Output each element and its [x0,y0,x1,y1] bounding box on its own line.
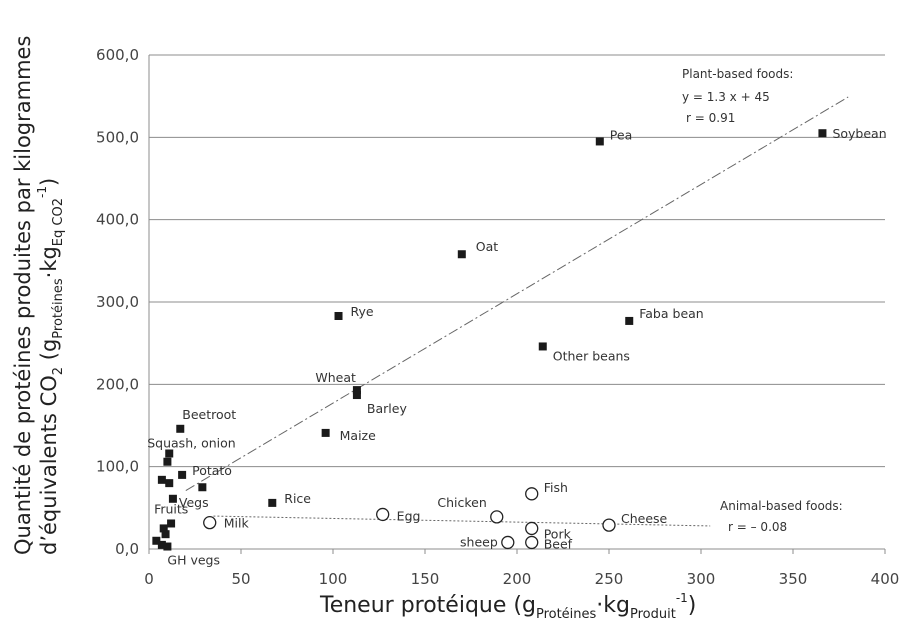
animal-point-marker [490,510,504,524]
y-tick-label: 400,0 [96,211,139,229]
x-tick-label: 350 [779,570,808,588]
gridlines [149,54,885,468]
point-label: Egg [397,508,421,523]
y-tick-label: 200,0 [96,375,139,393]
plant-point-marker [168,494,177,503]
axes [148,55,886,554]
y-tick-label: 100,0 [96,458,139,476]
plant-point-marker [163,542,172,551]
plant-point-marker [165,449,174,458]
plant-annotation: Plant-based foods: y = 1.3 x + 45 r = 0.… [682,67,793,125]
point-label: Chicken [437,495,486,510]
point-label: Milk [224,516,250,531]
plant-point-marker [818,129,827,138]
y-tick-label: 0,0 [115,540,139,558]
point-label: Squash, onion [147,435,235,450]
y-tick-label: 600,0 [96,46,139,64]
plant-point-marker [178,470,187,479]
x-tick-label: 200 [503,570,532,588]
animal-point-marker [376,507,390,522]
plant-annotation-title: Plant-based foods: [682,67,793,81]
animal-annotation-r: r = – 0.08 [728,520,787,534]
plant-point-marker [152,536,161,545]
plant-point-marker [167,519,176,528]
y-axis-label-line2: d’équivalents CO2 (gProtéines·kgEq CO2-1… [35,178,66,555]
y-axis-label: Quantité de protéines produites par kilo… [11,36,66,555]
point-label: Potato [192,463,232,478]
point-label: Rye [351,304,374,319]
data-points [152,129,827,551]
x-tick-label: 250 [595,570,624,588]
point-label: Soybean [832,126,886,141]
y-tick-label: 500,0 [96,128,139,146]
point-label: Faba bean [639,306,703,321]
plant-point-marker [595,137,604,146]
plant-point-marker [198,483,207,492]
point-label: Rice [284,491,311,506]
plant-point-marker [176,424,185,433]
y-tick-label: 300,0 [96,293,139,311]
y-axis-label-line1: Quantité de protéines produites par kilo… [11,36,35,555]
plant-annotation-r: r = 0.91 [686,111,735,125]
plant-point-marker [157,540,166,549]
plant-point-marker [625,316,634,325]
point-label: Oat [476,239,498,254]
animal-point-marker [203,516,217,530]
animal-point-marker [602,518,616,532]
point-labels: Soybean Pea Oat Faba bean Rye Other beans Whea… [147,126,886,567]
point-label: Beetroot [182,407,236,422]
point-label: Pea [610,127,632,142]
x-tick-label: 300 [687,570,716,588]
point-label: Other beans [553,348,630,363]
plant-point-marker [321,428,330,437]
x-axis-label: Teneur protéique (gProtéines·kgProduit-1… [319,591,696,622]
plant-point-marker [538,342,547,351]
point-label: Fish [544,480,568,495]
plant-point-marker [159,524,168,533]
y-tick-labels: 0,0 100,0 200,0 300,0 400,0 500,0 600,0 [96,46,139,558]
plant-point-marker [352,386,361,395]
animal-point-marker [525,521,539,536]
animal-annotation: Animal-based foods: r = – 0.08 [720,499,843,534]
plant-point-marker [163,457,172,466]
plant-trendline [185,96,849,491]
plant-point-marker [457,250,466,259]
animal-point-marker [501,535,515,550]
plant-point-marker [334,311,343,320]
x-tick-label: 100 [319,570,348,588]
point-label: Barley [367,401,408,416]
x-tick-label: 0 [144,570,154,588]
x-tick-label: 150 [411,570,440,588]
plant-point-marker [165,479,174,488]
point-label: Pork [544,526,572,541]
plant-point-marker [161,530,170,539]
animal-point-marker [525,535,539,550]
point-label: Vegs [179,495,209,510]
point-label: Wheat [315,370,356,385]
animal-annotation-title: Animal-based foods: [720,499,843,513]
animal-trendline [213,515,711,527]
trendlines [185,96,849,527]
point-label: Maize [340,428,376,443]
x-tick-label: 50 [231,570,250,588]
plant-point-marker [157,475,166,484]
plant-point-marker [268,498,277,507]
animal-point-marker [525,487,539,501]
plant-point-marker [352,391,361,400]
point-label: sheep [460,534,498,549]
plant-annotation-equation: y = 1.3 x + 45 [682,90,770,104]
point-label: Beef [544,536,573,551]
x-tick-labels: 0 50 100 150 200 250 300 350 400 [144,570,899,588]
point-label: Cheese [621,511,668,526]
point-label: Fruits [154,501,188,516]
x-tick-label: 400 [871,570,900,588]
point-label: GH vegs [167,553,220,568]
